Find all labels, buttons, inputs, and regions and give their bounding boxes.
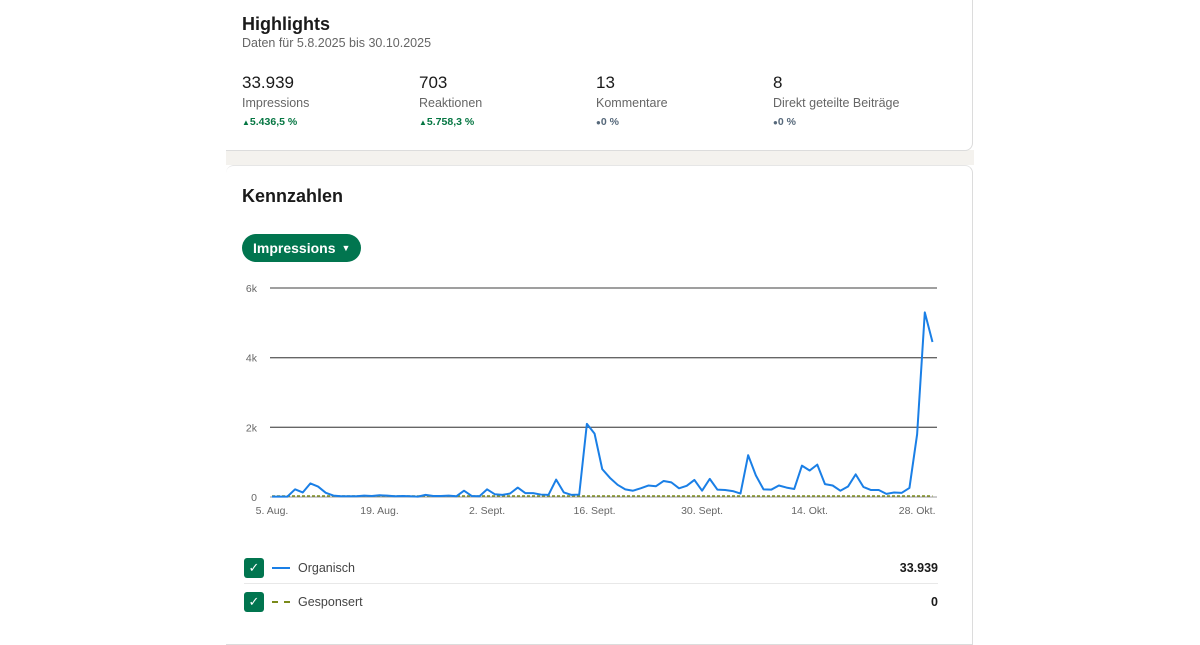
date-range: Daten für 5.8.2025 bis 30.10.2025	[242, 36, 432, 50]
legend-value: 33.939	[899, 560, 938, 575]
y-tick-label: 0	[251, 492, 257, 504]
x-tick-label: 19. Aug.	[360, 505, 399, 517]
legend-organic[interactable]: ✓ Organisch 33.939	[244, 552, 938, 584]
x-tick-label: 2. Sept.	[469, 505, 505, 517]
stat-value: 33.939	[242, 73, 294, 92]
stat-direkt-geteilte-beiträge: 8 Direkt geteilte Beiträge ●0 %	[773, 73, 943, 128]
x-tick-label: 16. Sept.	[574, 505, 616, 517]
stat-trend: ▲5.758,3 %	[419, 116, 589, 128]
stat-value: 13	[596, 73, 615, 92]
section-divider	[226, 150, 974, 165]
neutral-dot-icon: ●	[773, 118, 778, 127]
y-tick-label: 4k	[246, 353, 258, 365]
x-tick-label: 28. Okt.	[899, 505, 936, 517]
legend-label: Gesponsert	[298, 595, 363, 609]
x-tick-label: 30. Sept.	[681, 505, 723, 517]
trend-value: 5.436,5 %	[249, 116, 298, 128]
organic-checkbox[interactable]: ✓	[244, 557, 264, 578]
legend-label: Organisch	[298, 560, 355, 575]
stat-reaktionen: 703 Reaktionen ▲5.758,3 %	[419, 73, 589, 128]
neutral-dot-icon: ●	[596, 118, 601, 127]
trend-up-icon: ▲	[419, 118, 427, 127]
stat-trend: ●0 %	[773, 116, 943, 128]
y-tick-label: 6k	[246, 283, 258, 295]
kennzahlen-card: Kennzahlen Impressions ▼ 0 2k 4k 6k 5. Aug. 19…	[226, 165, 973, 645]
trend-value: 0 %	[777, 116, 796, 128]
sponsored-checkbox[interactable]: ✓	[244, 592, 264, 612]
highlights-title: Highlights	[242, 14, 330, 34]
trend-value: 5.758,3 %	[426, 116, 475, 128]
kennzahlen-title: Kennzahlen	[242, 186, 344, 206]
stat-label: Reaktionen	[419, 96, 483, 110]
x-tick-label: 14. Okt.	[791, 505, 828, 517]
legend-value: 0	[931, 595, 938, 609]
stat-impressions: 33.939 Impressions ▲5.436,5 %	[242, 73, 412, 128]
caret-down-icon: ▼	[341, 243, 351, 253]
metric-dropdown-button[interactable]: Impressions ▼	[242, 234, 362, 262]
stat-value: 703	[419, 73, 448, 92]
trend-up-icon: ▲	[242, 118, 250, 127]
solid-line-swatch-icon	[272, 566, 290, 569]
stat-label: Direkt geteilte Beiträge	[773, 96, 900, 110]
highlights-card: Highlights Daten für 5.8.2025 bis 30.10.…	[226, 0, 973, 151]
series-line-organisch	[272, 311, 934, 498]
stat-trend: ●0 %	[596, 116, 766, 128]
dashed-line-swatch-icon	[272, 601, 290, 603]
legend-sponsored[interactable]: ✓ Gesponsert 0	[244, 588, 938, 616]
y-tick-label: 2k	[246, 422, 258, 434]
stat-value: 8	[773, 73, 783, 92]
stat-kommentare: 13 Kommentare ●0 %	[596, 73, 766, 128]
stat-trend: ▲5.436,5 %	[242, 116, 412, 128]
metric-label: Impressions	[253, 240, 336, 256]
x-tick-label: 5. Aug.	[256, 505, 289, 517]
trend-value: 0 %	[600, 116, 619, 128]
impressions-chart: 0 2k 4k 6k 5. Aug. 19. Aug. 2. Sept. 16. Sept. 3…	[246, 283, 937, 517]
stat-label: Impressions	[242, 96, 310, 110]
stat-label: Kommentare	[596, 96, 668, 110]
